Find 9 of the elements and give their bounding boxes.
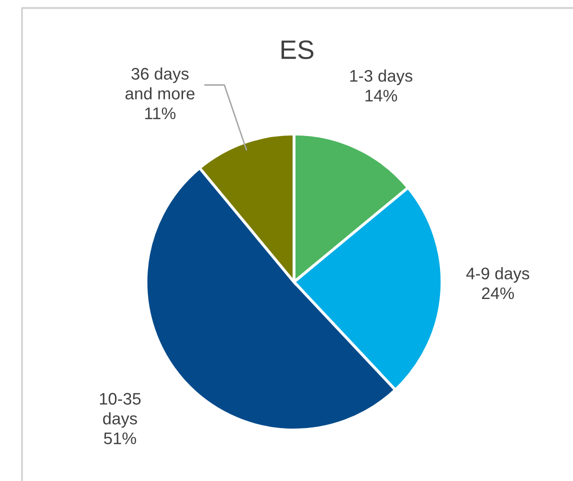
chart-title: ES [282, 40, 314, 60]
data-label: 51% [104, 432, 136, 444]
data-label: 11% [145, 108, 176, 120]
slice-label: 1-3 days [350, 70, 412, 86]
slice-label: 4-9 days [466, 267, 530, 283]
slice-label: 10-35 days [100, 392, 141, 428]
data-label: 14% [366, 90, 398, 102]
slice-label: 36 days and more [126, 67, 194, 100]
data-label: 24% [482, 287, 514, 300]
